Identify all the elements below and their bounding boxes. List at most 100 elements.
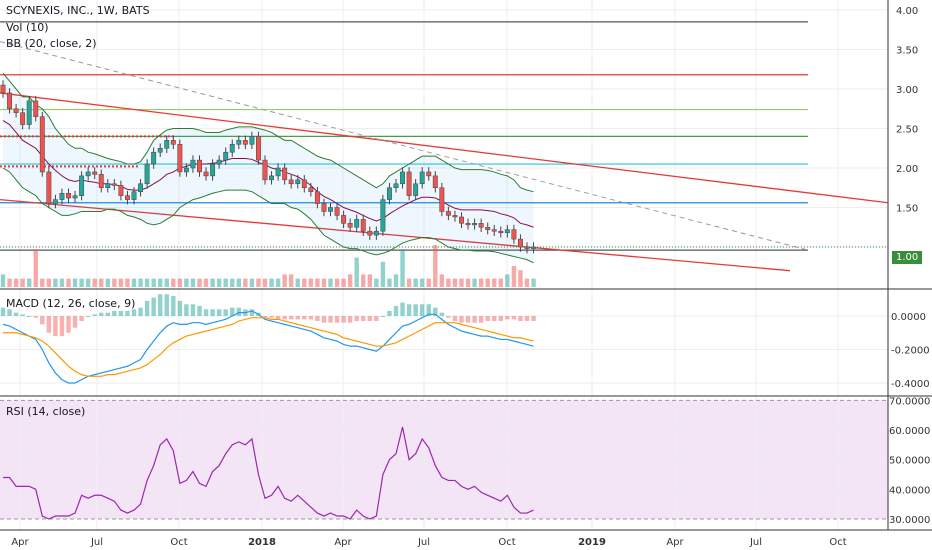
candle-body [203, 171, 209, 177]
volume-bar [452, 278, 458, 287]
candle-body [256, 136, 261, 161]
candle-body [72, 195, 78, 199]
candle-body [26, 100, 32, 125]
candle-body [79, 175, 85, 196]
macd-histogram-bar [118, 310, 124, 316]
volume-bar [190, 278, 196, 287]
volume-bar [446, 278, 451, 287]
volume-bar [216, 278, 222, 287]
volume-bar [302, 278, 307, 287]
macd-histogram-bar [315, 316, 320, 322]
candle-body [452, 215, 458, 218]
volume-bar [492, 278, 497, 287]
volume-bar [439, 274, 445, 287]
macd-legend: MACD (12, 26, close, 9) [6, 297, 136, 310]
candle-body [210, 163, 216, 177]
bb-fill [3, 73, 534, 263]
candle-body [98, 174, 104, 189]
macd-histogram-bar [190, 304, 196, 316]
macd-histogram-bar [446, 316, 451, 318]
candle-body [478, 223, 484, 228]
candle-body [164, 140, 170, 149]
macd-histogram-bar [269, 316, 274, 318]
candle-body [20, 112, 26, 125]
volume-bar [197, 278, 202, 287]
symbol-title: SCYNEXIS, INC., 1W, BATS [6, 4, 150, 17]
macd-histogram-bar [465, 316, 471, 323]
x-tick-label: Apr [11, 537, 29, 548]
volume-bar [295, 278, 300, 287]
macd-histogram-bar [452, 316, 458, 322]
volume-bar [171, 278, 176, 287]
candle-body [426, 171, 432, 177]
macd-histogram-bar [400, 302, 405, 316]
candle-body [439, 187, 445, 212]
rsi-legend: RSI (14, close) [6, 405, 86, 418]
candle-body [485, 227, 491, 230]
candle-body [288, 179, 294, 185]
volume-bar [511, 266, 517, 287]
candle-body [92, 171, 98, 175]
volume-bar [131, 278, 137, 287]
candle-body [46, 171, 52, 204]
volume-bar [361, 274, 366, 287]
macd-histogram-bar [197, 305, 202, 316]
macd-histogram-bar [387, 310, 392, 316]
volume-bar [27, 278, 32, 287]
volume-bar [236, 278, 241, 287]
x-tick-label: Jul [749, 537, 762, 548]
volume-bar [374, 278, 379, 287]
candle-body [387, 187, 392, 200]
candle-body [275, 167, 281, 177]
macd-histogram-bar [485, 316, 490, 322]
volume-bar [20, 278, 25, 287]
candle-body [197, 159, 202, 173]
macd-histogram-bar [92, 314, 97, 316]
trend-line-lower [0, 198, 791, 272]
candle-body [321, 203, 327, 212]
candle-body [445, 211, 451, 216]
macd-histogram-bar [354, 316, 359, 322]
candle-body [105, 183, 111, 189]
macd-histogram-bar [59, 316, 65, 337]
macd-histogram-bar [223, 309, 228, 316]
bb-basis-line [2, 120, 534, 228]
macd-histogram-bar [171, 295, 176, 316]
volume-bar [72, 278, 78, 287]
candle-body [7, 92, 12, 109]
macd-tick-label: -0.4000 [891, 379, 930, 390]
candle-body [111, 183, 117, 186]
candle-body [511, 229, 517, 240]
macd-histogram-bar [79, 316, 84, 322]
vol-legend: Vol (10) [6, 21, 49, 34]
macd-histogram-bar [367, 316, 372, 322]
volume-bar [33, 249, 38, 287]
candle-body [498, 230, 504, 234]
macd-histogram-bar [138, 307, 143, 316]
volume-bar [151, 278, 156, 287]
volume-bar [387, 278, 392, 287]
macd-histogram-bar [295, 316, 300, 320]
candle-body [66, 193, 71, 199]
macd-histogram-bar [492, 316, 497, 322]
candle-body [531, 246, 536, 249]
macd-histogram-bar [380, 316, 386, 317]
macd-histogram-bar [125, 310, 130, 316]
volume-bar [46, 278, 52, 287]
candle-body [400, 171, 406, 185]
macd-histogram-bar [459, 316, 464, 323]
macd-histogram-bar [46, 316, 52, 333]
candle-body [151, 151, 157, 165]
macd-histogram-bar [66, 316, 71, 333]
candle-body [177, 144, 183, 173]
bb-lower-line [2, 167, 534, 264]
macd-histogram-bar [511, 316, 517, 320]
volume-bar [53, 278, 58, 287]
candle-body [125, 195, 130, 200]
volume-bar [531, 278, 536, 287]
macd-histogram-bar [236, 307, 241, 316]
candle-body [13, 108, 19, 113]
price-tick-label: 4.00 [896, 6, 918, 17]
volume-bar [465, 278, 471, 287]
macd-histogram-bar [524, 316, 530, 322]
